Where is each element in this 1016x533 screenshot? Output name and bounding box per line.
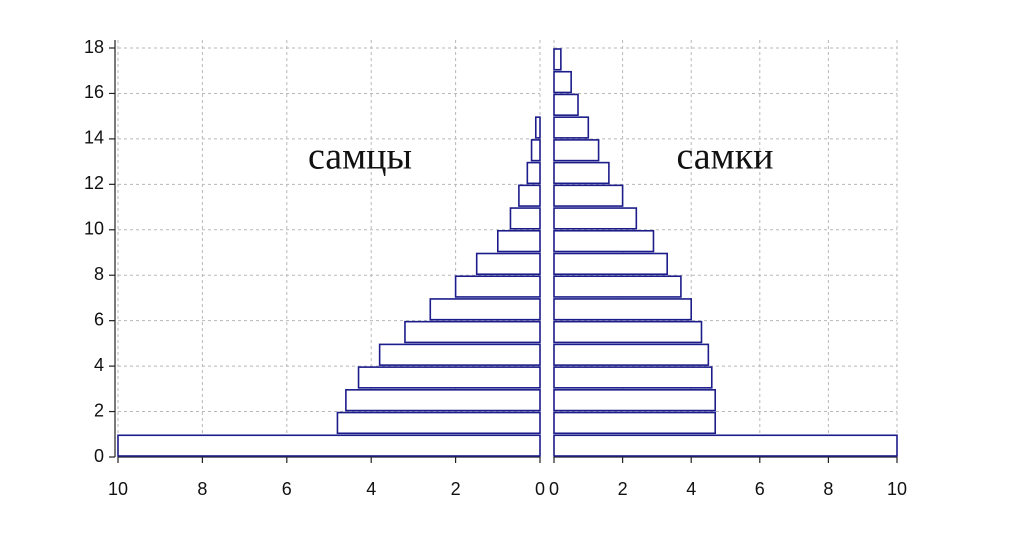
y-tick-label: 4 <box>94 355 104 375</box>
y-tick-label: 12 <box>84 173 104 193</box>
bar <box>553 389 717 412</box>
bar <box>357 366 541 389</box>
bar <box>496 229 541 253</box>
bar <box>454 275 541 298</box>
bar <box>553 343 710 366</box>
bar <box>509 207 541 230</box>
bar <box>553 184 624 207</box>
bar <box>553 161 610 185</box>
bar <box>518 184 541 207</box>
bar <box>553 139 600 162</box>
bar <box>429 298 541 321</box>
bar <box>553 252 668 276</box>
y-tick-label: 2 <box>94 400 104 420</box>
series-label: самки <box>676 136 773 178</box>
bar <box>553 298 692 321</box>
bar <box>534 116 541 139</box>
x-tick-label: 2 <box>451 479 461 499</box>
bar <box>336 411 541 435</box>
bar <box>553 366 713 389</box>
bar <box>378 343 541 366</box>
x-tick-label: 10 <box>887 479 907 499</box>
y-tick-label: 6 <box>94 309 104 329</box>
x-tick-label: 6 <box>755 479 765 499</box>
x-tick-label: 4 <box>366 479 376 499</box>
bar <box>475 252 541 276</box>
y-tick-label: 8 <box>94 264 104 284</box>
x-tick-label: 0 <box>549 479 559 499</box>
bar <box>553 275 682 298</box>
x-tick-label: 8 <box>197 479 207 499</box>
bar <box>553 411 717 435</box>
bar <box>553 320 703 344</box>
y-tick-label: 10 <box>84 219 104 239</box>
bar <box>404 320 541 344</box>
x-tick-label: 8 <box>823 479 833 499</box>
bar <box>117 434 541 457</box>
bar <box>345 389 541 412</box>
y-tick-label: 18 <box>84 37 104 57</box>
x-tick-label: 4 <box>686 479 696 499</box>
bar <box>553 70 572 94</box>
bar <box>553 207 638 230</box>
series-label: самцы <box>308 136 412 178</box>
bar <box>553 229 655 253</box>
y-tick-label: 14 <box>84 128 104 148</box>
bar <box>553 434 898 457</box>
y-tick-label: 16 <box>84 82 104 102</box>
x-tick-label: 0 <box>535 479 545 499</box>
bar <box>530 139 541 162</box>
bar <box>553 48 562 71</box>
bar <box>553 116 590 139</box>
bar <box>553 93 579 116</box>
x-tick-label: 10 <box>108 479 128 499</box>
x-tick-label: 6 <box>282 479 292 499</box>
x-tick-label: 2 <box>618 479 628 499</box>
y-tick-label: 0 <box>94 446 104 466</box>
bar <box>526 161 541 185</box>
